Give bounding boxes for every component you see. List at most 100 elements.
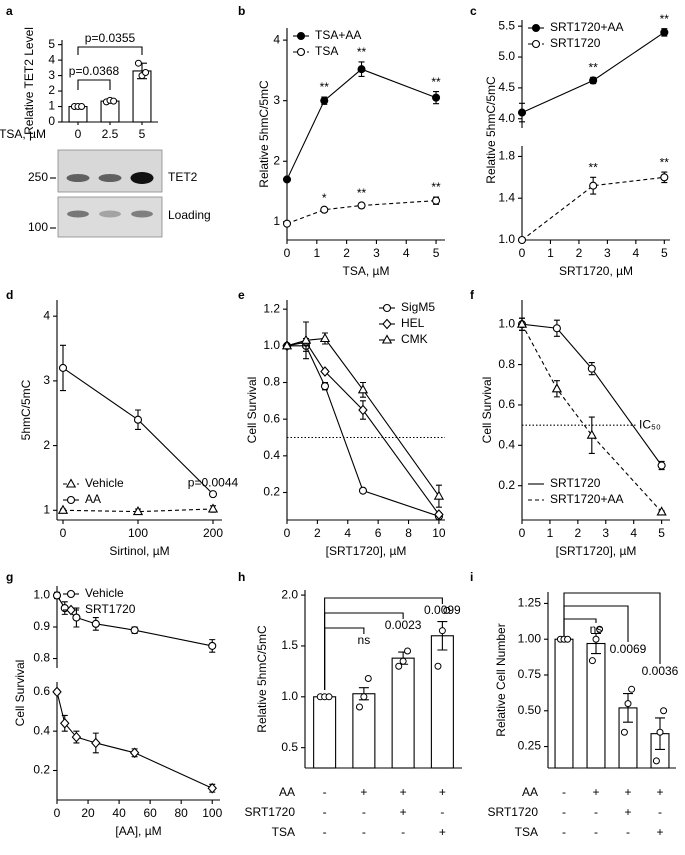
data-point bbox=[404, 647, 412, 655]
y-axis-label: Relative 5hmC/5mC bbox=[257, 80, 271, 188]
x-axis-label: Sirtinol, µM bbox=[109, 544, 169, 558]
legend-label: SRT1720+AA bbox=[550, 20, 624, 34]
marker bbox=[60, 717, 70, 729]
marker bbox=[52, 591, 62, 600]
x-tick-label: 1 bbox=[547, 246, 554, 260]
marker bbox=[551, 383, 563, 393]
x-tick-label: 2 bbox=[314, 526, 321, 540]
legend-marker bbox=[531, 39, 541, 49]
y-tick-label: 4 bbox=[48, 52, 55, 66]
y-tick-label: 0.8 bbox=[263, 375, 280, 389]
legend-label: SRT1720 bbox=[550, 36, 601, 50]
legend-marker bbox=[65, 478, 77, 488]
x-tick-label: 0 bbox=[75, 127, 82, 141]
marker bbox=[71, 731, 82, 743]
legend-label: Vehicle bbox=[85, 586, 124, 600]
marker bbox=[589, 76, 598, 85]
x-tick-label: 3 bbox=[604, 246, 611, 260]
y-tick-label: 1.0 bbox=[281, 689, 298, 703]
bar bbox=[391, 657, 415, 769]
y-tick-label: 0.6 bbox=[498, 397, 515, 411]
panel-label: c bbox=[470, 4, 477, 18]
x-tick-label: 2 bbox=[575, 526, 582, 540]
blot-band bbox=[99, 210, 121, 218]
marker bbox=[72, 613, 81, 622]
marker bbox=[517, 235, 527, 245]
marker bbox=[517, 108, 527, 117]
marker bbox=[357, 65, 366, 74]
x-tick-label: 3 bbox=[602, 526, 609, 540]
legend-label: SRT1720+AA bbox=[550, 492, 624, 506]
y-tick-label: 1.0 bbox=[498, 232, 515, 246]
y-tick-label: 3 bbox=[48, 68, 55, 82]
condition-value: - bbox=[594, 805, 598, 819]
comparison-bracket bbox=[324, 597, 443, 690]
data-point bbox=[592, 635, 600, 643]
condition-value: - bbox=[626, 825, 630, 839]
x-axis-label: TSA, µM bbox=[343, 264, 390, 278]
legend-label: HEL bbox=[401, 316, 425, 330]
annotation: ** bbox=[431, 180, 441, 194]
x-tick-label: 5 bbox=[661, 246, 668, 260]
comparison-bracket bbox=[77, 46, 143, 55]
bar bbox=[352, 693, 376, 769]
condition-value: + bbox=[439, 825, 446, 839]
condition-name: SRT1720 bbox=[488, 805, 539, 819]
series-line bbox=[521, 176, 665, 241]
y-tick-label: 1.5 bbox=[281, 638, 298, 652]
series-line bbox=[56, 691, 213, 789]
y-tick-label: 0.4 bbox=[498, 437, 515, 451]
error-bar bbox=[437, 620, 448, 651]
condition-value: + bbox=[592, 785, 599, 799]
condition-value: - bbox=[562, 785, 566, 799]
panel-label: i bbox=[470, 570, 473, 584]
y-axis-label: Cell Survival bbox=[480, 377, 494, 444]
x-tick-label: 2.5 bbox=[102, 127, 119, 141]
legend-marker bbox=[382, 318, 392, 330]
x-tick-label: 4 bbox=[403, 246, 410, 260]
legend-marker bbox=[296, 31, 306, 41]
comparison-bracket bbox=[563, 592, 661, 664]
panel-label: g bbox=[6, 570, 13, 584]
marker bbox=[320, 366, 330, 377]
blot-marker: 250 bbox=[28, 170, 48, 184]
data-point bbox=[110, 97, 118, 105]
y-tick-label: 4 bbox=[273, 32, 280, 46]
annotation: ** bbox=[357, 45, 367, 59]
marker bbox=[433, 490, 445, 500]
y-tick-label: 0.75 bbox=[518, 667, 542, 681]
y-tick-label: 5.0 bbox=[498, 49, 515, 63]
y-tick-label: 1.25 bbox=[518, 596, 542, 610]
annotation: ** bbox=[588, 61, 598, 75]
y-tick-label: 2 bbox=[273, 153, 280, 167]
y-tick-label: 0.50 bbox=[518, 703, 542, 717]
marker bbox=[656, 506, 667, 516]
condition-value: - bbox=[362, 805, 366, 819]
x-tick-label: 10 bbox=[432, 526, 446, 540]
marker bbox=[358, 486, 368, 495]
comparison-label: 0.0023 bbox=[385, 618, 422, 632]
x-tick-label: 0 bbox=[60, 526, 67, 540]
series-line bbox=[521, 323, 663, 513]
x-tick-label: 0 bbox=[284, 246, 291, 260]
x-tick-label: 4 bbox=[633, 246, 640, 260]
annotation: ** bbox=[431, 75, 441, 89]
bar bbox=[313, 696, 337, 769]
series-line bbox=[521, 323, 663, 466]
blot-marker: 100 bbox=[28, 220, 48, 234]
marker bbox=[587, 364, 596, 373]
legend-marker bbox=[382, 303, 392, 313]
x-tick-label: 40 bbox=[112, 806, 126, 820]
condition-value: + bbox=[439, 785, 446, 799]
y-tick-label: 5.5 bbox=[498, 18, 515, 32]
marker bbox=[91, 619, 100, 628]
marker bbox=[358, 404, 368, 416]
data-point bbox=[660, 707, 668, 715]
annotation: ** bbox=[588, 161, 598, 175]
data-point bbox=[652, 757, 660, 765]
legend-marker bbox=[531, 23, 541, 33]
x-axis-label: [SRT1720], µM bbox=[326, 544, 407, 558]
panel-label: a bbox=[6, 4, 13, 18]
series-line bbox=[286, 68, 437, 180]
condition-value: - bbox=[323, 825, 327, 839]
